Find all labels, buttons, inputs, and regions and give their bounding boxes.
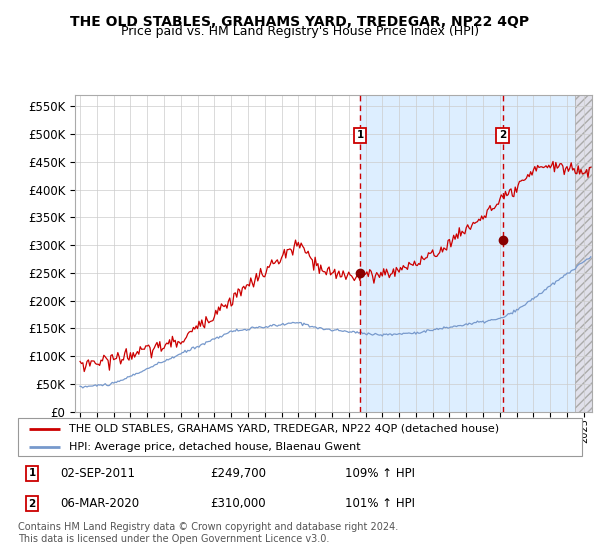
Bar (575, 95, 592, 412)
Text: 109% ↑ HPI: 109% ↑ HPI (345, 467, 415, 480)
Bar (360, 95, 575, 412)
Text: Contains HM Land Registry data © Crown copyright and database right 2024.
This d: Contains HM Land Registry data © Crown c… (18, 522, 398, 544)
FancyBboxPatch shape (18, 418, 582, 456)
Text: Price paid vs. HM Land Registry's House Price Index (HPI): Price paid vs. HM Land Registry's House … (121, 25, 479, 38)
Text: 2: 2 (499, 130, 506, 140)
Text: 1: 1 (356, 130, 364, 140)
Text: £249,700: £249,700 (210, 467, 266, 480)
Text: 2: 2 (28, 499, 36, 509)
Text: HPI: Average price, detached house, Blaenau Gwent: HPI: Average price, detached house, Blae… (69, 442, 361, 452)
Bar (575, 95, 592, 412)
Text: £310,000: £310,000 (210, 497, 265, 510)
Text: 06-MAR-2020: 06-MAR-2020 (60, 497, 139, 510)
Text: 101% ↑ HPI: 101% ↑ HPI (345, 497, 415, 510)
Text: 1: 1 (28, 468, 36, 478)
Text: THE OLD STABLES, GRAHAMS YARD, TREDEGAR, NP22 4QP (detached house): THE OLD STABLES, GRAHAMS YARD, TREDEGAR,… (69, 423, 499, 433)
Text: 02-SEP-2011: 02-SEP-2011 (60, 467, 136, 480)
Text: THE OLD STABLES, GRAHAMS YARD, TREDEGAR, NP22 4QP: THE OLD STABLES, GRAHAMS YARD, TREDEGAR,… (70, 15, 530, 29)
